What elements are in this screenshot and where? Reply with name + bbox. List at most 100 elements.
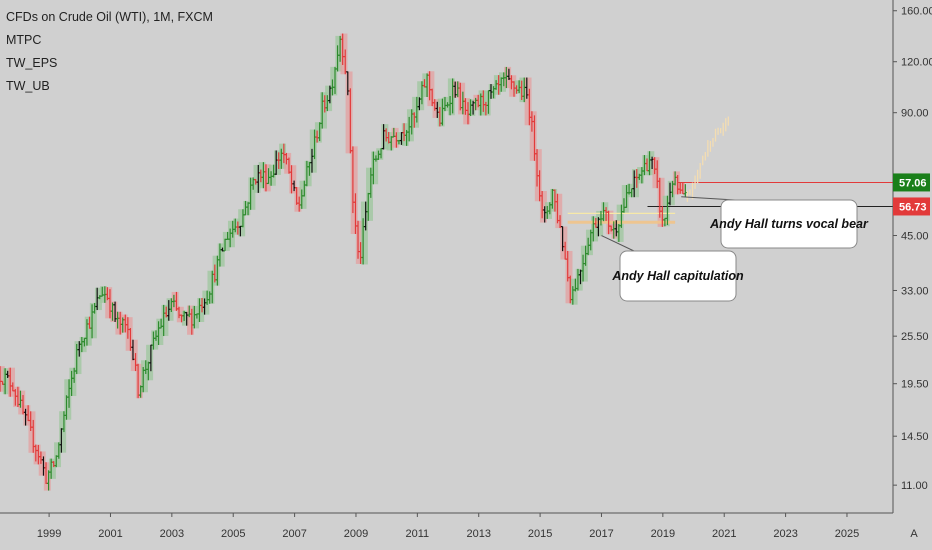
range-shade — [601, 202, 609, 222]
range-shade — [284, 152, 292, 174]
x-tick-label: 2003 — [160, 528, 184, 540]
range-shade — [192, 305, 200, 329]
auto-scale-label: A — [910, 528, 918, 540]
range-shade — [89, 302, 97, 339]
range-shade — [386, 132, 394, 151]
range-shade — [222, 231, 230, 251]
range-shade — [514, 80, 522, 94]
range-shade — [248, 177, 256, 210]
x-tick-label: 2009 — [344, 528, 368, 540]
range-shade — [279, 143, 287, 169]
range-shade — [437, 98, 445, 127]
ohlc-bar[interactable] — [683, 184, 687, 198]
range-shade — [422, 73, 430, 98]
range-shade — [207, 270, 215, 304]
range-shade — [8, 367, 15, 397]
range-shade — [161, 304, 169, 337]
indicator-tw-eps[interactable]: TW_EPS — [6, 56, 58, 70]
range-shade — [442, 96, 450, 112]
range-shade — [38, 451, 46, 476]
range-shade — [176, 306, 184, 323]
range-shade — [412, 96, 420, 128]
range-shade — [468, 99, 476, 117]
x-tick-label: 2015 — [528, 528, 552, 540]
range-shade — [110, 301, 118, 322]
range-shade — [406, 109, 414, 142]
range-shade — [187, 305, 194, 335]
auto-scale-button[interactable]: A — [903, 521, 925, 543]
range-shade — [18, 390, 26, 415]
symbol-title[interactable]: CFDs on Crude Oil (WTI), 1M, FXCM — [6, 10, 213, 24]
range-shade — [524, 77, 532, 126]
callout-pointer — [681, 196, 736, 201]
indicator-mtpc[interactable]: MTPC — [6, 33, 42, 47]
y-tick-label: 14.50 — [901, 431, 929, 443]
price-tag-56-73[interactable]: 56.73 — [893, 197, 930, 216]
range-shade — [657, 177, 665, 227]
range-shade — [652, 157, 660, 189]
annotations: Andy Hall capitulation Andy Hall turns vo… — [601, 196, 869, 302]
range-shade — [2, 368, 10, 395]
range-shade — [48, 458, 56, 479]
range-shade — [626, 183, 634, 198]
range-shade — [662, 195, 670, 227]
range-shade — [575, 268, 583, 291]
range-shade — [141, 360, 148, 393]
range-shade — [84, 316, 92, 346]
range-shade — [611, 220, 619, 239]
range-shade — [294, 187, 302, 212]
forecast-bars — [686, 116, 729, 202]
callout-box — [619, 250, 737, 302]
x-tick-label: 2007 — [282, 528, 306, 540]
range-shade — [268, 164, 276, 186]
price-tag-57-06[interactable]: 57.06 — [893, 173, 930, 192]
y-tick-label: 90.00 — [901, 108, 929, 120]
range-shade — [94, 287, 102, 311]
x-tick-label: 2023 — [773, 528, 797, 540]
range-shade — [570, 278, 578, 305]
range-shade — [135, 363, 143, 399]
x-tick-label: 2025 — [835, 528, 859, 540]
x-tick-label: 2013 — [466, 528, 490, 540]
x-tick-label: 2005 — [221, 528, 245, 540]
range-shade — [238, 209, 246, 237]
range-shade — [314, 122, 322, 143]
annotation-vocal-bear[interactable]: Andy Hall turns vocal bear — [681, 196, 869, 249]
chart-legend: CFDs on Crude Oil (WTI), 1M, FXCM MTPC T… — [6, 6, 213, 98]
range-shade — [243, 200, 251, 216]
range-shade — [258, 162, 266, 189]
y-tick-label: 25.50 — [901, 331, 929, 343]
range-shade — [355, 220, 363, 264]
price-tag-label: 57.06 — [899, 177, 927, 189]
y-tick-label: 45.00 — [901, 231, 929, 243]
range-shade — [678, 182, 685, 194]
range-shade — [396, 132, 404, 145]
range-shade — [381, 124, 389, 150]
range-shade — [59, 411, 67, 453]
callout-pointer — [601, 235, 635, 252]
range-shade — [672, 171, 680, 195]
range-shade — [493, 75, 501, 95]
x-tick-label: 2011 — [406, 528, 430, 540]
range-shade — [325, 85, 333, 112]
range-shade — [304, 160, 312, 187]
range-shade — [360, 201, 368, 265]
range-shade — [309, 129, 317, 173]
range-shade — [151, 330, 159, 350]
range-shade — [463, 98, 471, 125]
range-shade — [401, 123, 409, 146]
callout-box — [720, 199, 858, 249]
range-shade — [217, 243, 225, 267]
range-shade — [120, 314, 128, 333]
annotation-capitulation[interactable]: Andy Hall capitulation — [601, 235, 744, 302]
range-shade — [509, 75, 517, 97]
indicator-tw-ub[interactable]: TW_UB — [6, 79, 50, 93]
range-shade — [227, 220, 235, 248]
range-shade — [130, 339, 138, 372]
range-shade — [253, 164, 261, 193]
range-shade — [427, 71, 435, 107]
range-shade — [458, 82, 466, 115]
range-shade — [79, 336, 87, 353]
